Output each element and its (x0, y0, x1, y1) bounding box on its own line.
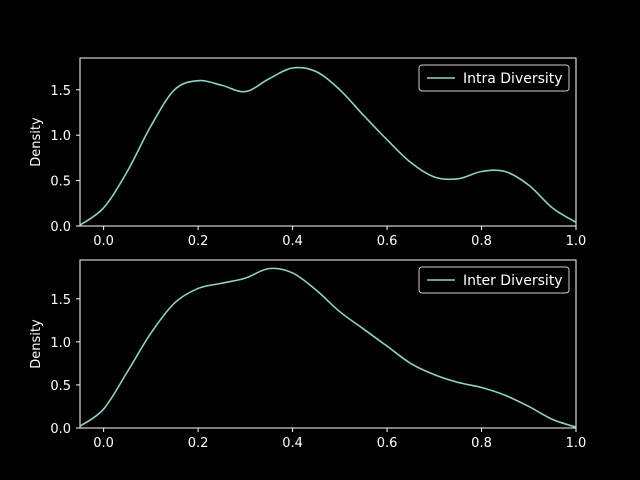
x-tick-label: 0.6 (377, 436, 398, 451)
y-tick-label: 1.0 (50, 129, 71, 144)
y-tick-label: 0.0 (50, 422, 71, 437)
x-tick-label: 0.8 (471, 234, 492, 249)
legend-box (418, 64, 570, 92)
x-tick-label: 0.8 (471, 436, 492, 451)
x-tick-label: 0.4 (282, 234, 303, 249)
inter-diversity-panel: 0.0 0.2 0.4 0.6 0.8 1.0 0.0 0.5 1.0 1.5 Density Int… (29, 259, 587, 451)
series-line-inter-diversity (80, 267, 576, 428)
x-tick-label: 0.2 (188, 436, 209, 451)
x-tick-label: 0.6 (377, 234, 398, 249)
x-tick-label: 0.2 (188, 234, 209, 249)
y-tick-label: 1.5 (50, 84, 71, 99)
y-axis-label: Density (29, 319, 44, 369)
legend-label: Inter Diversity (463, 273, 563, 289)
x-tick-label: 0.0 (93, 234, 114, 249)
axes-frame (79, 259, 577, 429)
axes-frame (79, 57, 577, 227)
intra-diversity-panel: 0.0 0.2 0.4 0.6 0.8 1.0 0.0 0.5 1.0 1.5 Density Int… (29, 57, 587, 249)
legend-box (418, 266, 570, 294)
y-axis-label: Density (29, 117, 44, 167)
y-tick-label: 0.5 (50, 175, 71, 190)
y-tick-label: 0.0 (50, 220, 71, 235)
x-tick-label: 0.4 (282, 436, 303, 451)
series-line-intra-diversity (80, 66, 576, 226)
x-tick-label: 1.0 (566, 436, 587, 451)
y-tick-label: 1.5 (50, 293, 71, 308)
y-tick-label: 1.0 (50, 336, 71, 351)
x-tick-label: 0.0 (93, 436, 114, 451)
y-tick-label: 0.5 (50, 379, 71, 394)
x-tick-label: 1.0 (566, 234, 587, 249)
legend-label: Intra Diversity (463, 71, 563, 87)
